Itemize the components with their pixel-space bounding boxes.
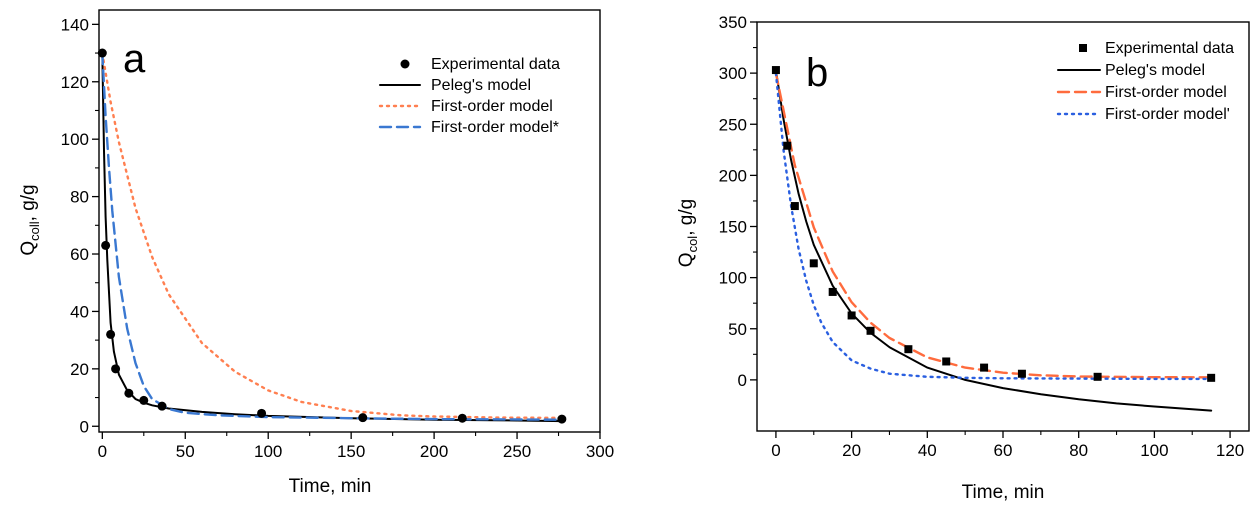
plot-frame [99,10,600,432]
x-axis-title: Time, min [962,482,1045,503]
legend-marker [401,60,410,69]
y-axis-title-unit: , g/g [676,199,697,236]
x-tick-label: 300 [586,442,614,461]
y-tick-label: 0 [80,417,89,436]
data-point [124,389,133,398]
data-point [557,415,566,424]
legend-label: Experimental data [431,56,560,73]
chart-panel-b: 0 20 40 60 80 100 120 0 50 100 150 200 250 300 350 Time… [676,13,1249,503]
y-tick-label: 100 [61,130,89,149]
y-tick-label: 250 [719,115,747,134]
y-axis-title: Qcoll, g/g [18,184,42,255]
y-tick-label: 300 [719,64,747,83]
y-tick-label: 350 [719,13,747,32]
data-point [904,345,912,353]
data-point [111,364,120,373]
x-tick-label: 100 [254,442,282,461]
legend-label: First-order model [431,98,553,115]
y-axis-title-main: Q [18,241,39,256]
y-axis-title-main: Q [676,252,697,267]
y-tick-label: 120 [61,73,89,92]
data-point [106,330,115,339]
x-tick-label: 40 [918,441,937,460]
data-point [101,241,110,250]
y-tick-label: 100 [719,269,747,288]
x-tick-label: 250 [503,442,531,461]
data-point [139,396,148,405]
data-point [791,202,799,210]
data-point [783,142,791,150]
legend-label: Peleg's model [1105,62,1205,79]
x-tick-label: 60 [994,441,1013,460]
x-tick-label: 80 [1069,441,1088,460]
data-point [458,414,467,423]
x-tick-label: 200 [420,442,448,461]
data-point [1207,374,1215,382]
legend-label: First-order model' [1105,106,1230,123]
x-tick-label: 20 [842,441,861,460]
data-point [848,311,856,319]
y-tick-label: 150 [719,218,747,237]
legend-label: First-order model [1105,84,1227,101]
data-point [98,49,107,58]
data-point [829,288,837,296]
y-tick-label: 140 [61,15,89,34]
data-point [942,357,950,365]
data-point [980,364,988,372]
x-tick-label: 100 [1140,441,1168,460]
y-axis-title-subscript: coll [27,221,42,241]
y-axis-title: Qcol, g/g [676,199,700,267]
data-point [867,327,875,335]
x-tick-label: 0 [98,442,107,461]
y-tick-label: 200 [719,166,747,185]
x-tick-label: 150 [337,442,365,461]
legend-label: Experimental data [1105,40,1234,57]
y-axis-title-subscript: col [685,236,700,253]
x-tick-label: 120 [1216,441,1244,460]
data-point [1018,370,1026,378]
y-tick-label: 80 [70,188,89,207]
chart-panel-a: 0 50 100 150 200 250 300 0 20 40 60 80 100 120 140 Time… [18,10,614,497]
y-tick-label: 20 [70,360,89,379]
data-point [257,409,266,418]
x-axis-title: Time, min [289,476,372,497]
y-axis-title-unit: , g/g [18,184,39,221]
legend-label: Peleg's model [431,77,531,94]
legend-label: First-order model* [431,119,559,136]
x-tick-label: 50 [176,442,195,461]
data-point [158,402,167,411]
panel-letter: a [123,37,146,81]
legend-marker [1079,44,1087,52]
y-tick-label: 50 [728,320,747,339]
panel-letter: b [806,51,828,95]
y-tick-label: 0 [738,371,747,390]
x-tick-label: 0 [771,441,780,460]
data-point [772,66,780,74]
y-tick-label: 40 [70,302,89,321]
data-point [1094,373,1102,381]
data-point [358,413,367,422]
data-point [810,259,818,267]
y-tick-label: 60 [70,245,89,264]
